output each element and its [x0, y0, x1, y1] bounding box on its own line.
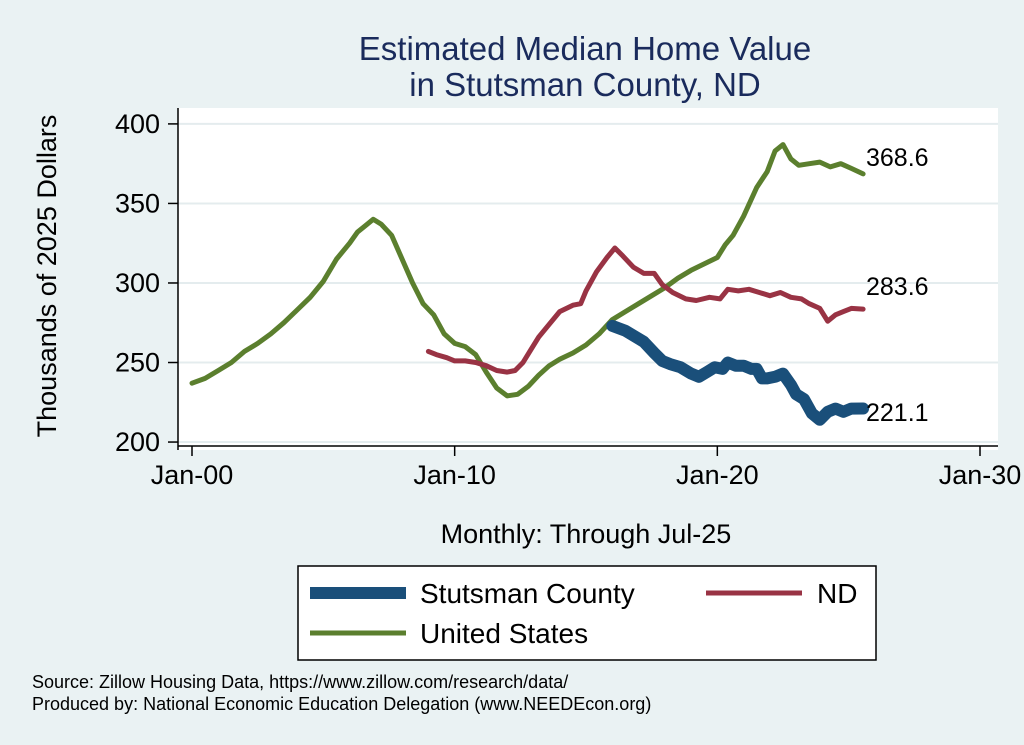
end-label-nd: 283.6 [866, 273, 929, 301]
y-tick-label-350: 350 [115, 188, 160, 218]
x-axis-title: Monthly: Through Jul-25 [441, 519, 732, 549]
y-tick-label-300: 300 [115, 268, 160, 298]
chart-title-line-1: Estimated Median Home Value [359, 30, 811, 67]
legend-label-united-states: United States [420, 618, 588, 649]
plot-area [178, 108, 998, 450]
series-line-stutsman-county [606, 319, 870, 426]
series-lines [189, 142, 870, 426]
y-axis: 200 250 300 350 400 [115, 108, 179, 457]
x-tick-label-2000: Jan-00 [151, 460, 234, 490]
x-tick-label-2020: Jan-20 [676, 460, 759, 490]
series-line-nd [425, 245, 866, 375]
produced-by-note: Produced by: National Economic Education… [32, 694, 651, 714]
chart-title-line-2: in Stutsman County, ND [409, 66, 761, 103]
y-tick-label-200: 200 [115, 427, 160, 457]
x-tick-label-2010: Jan-10 [413, 460, 496, 490]
legend-box [297, 565, 877, 661]
legend-label-nd: ND [817, 578, 857, 609]
x-tick-label-2030: Jan-30 [939, 460, 1022, 490]
y-tick-label-250: 250 [115, 348, 160, 378]
legend-label-stutsman-county: Stutsman County [420, 578, 635, 609]
legend: Stutsman County ND United States [297, 565, 877, 661]
end-label-stutsman-county: 221.1 [866, 399, 929, 427]
y-tick-label-400: 400 [115, 109, 160, 139]
end-label-united-states: 368.6 [866, 144, 929, 172]
x-axis: Jan-00 Jan-10 Jan-20 Jan-30 [151, 445, 1022, 490]
series-line-united-states [189, 142, 866, 399]
y-axis-title: Thousands of 2025 Dollars [32, 115, 62, 438]
source-note: Source: Zillow Housing Data, https://www… [32, 672, 568, 692]
